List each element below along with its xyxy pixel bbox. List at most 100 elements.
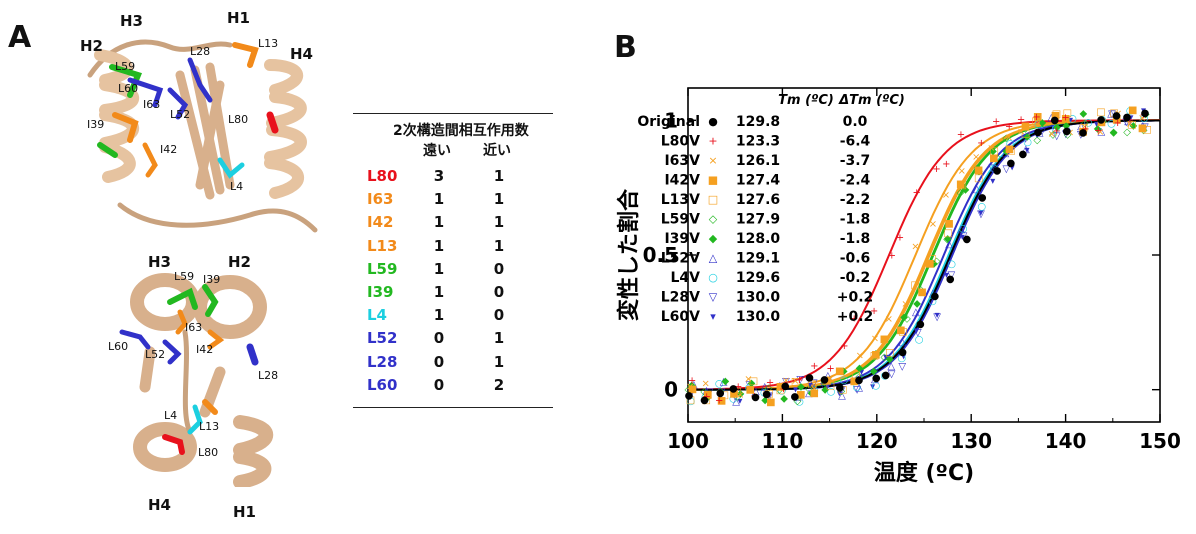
data-point: ◆ [900,312,908,323]
data-point: ◇ [685,385,693,396]
data-point: △ [945,239,953,250]
residue-label-i63-top: I63 [143,98,161,111]
data-point: ● [790,391,799,402]
data-point: ○ [881,370,890,381]
data-point: ● [1034,127,1043,138]
data-point: ■ [1112,115,1121,126]
data-point: ▾ [978,208,983,219]
data-point: ■ [1051,111,1060,122]
data-point: ■ [688,384,697,395]
legend-dtm: -2.2 [840,192,871,208]
data-point: × [1066,127,1074,138]
legend-name: L52V [661,251,700,267]
data-point: ◇ [956,188,964,199]
table-row-near: 1 [493,352,505,371]
y-tick-label: 0 [664,378,678,402]
data-point: ● [716,388,725,399]
helix-label-h4-top: H4 [290,45,313,63]
data-point: ◆ [1142,109,1150,120]
data-point: ■ [835,366,844,377]
data-point: ○ [810,385,819,396]
data-point: ◇ [700,386,708,397]
helix-h4-top [264,59,307,199]
data-point: △ [1139,120,1147,131]
data-point: ○ [1051,124,1060,135]
residue-l4-bottom [187,404,203,435]
data-point: × [686,381,694,392]
data-point: × [762,389,770,400]
legend-name: L59V [661,212,700,228]
data-point: × [901,299,909,310]
data-point: + [932,164,940,175]
data-point: ○ [745,382,754,393]
data-point: + [703,391,711,402]
data-point: ▾ [777,381,782,392]
data-point: × [987,143,995,154]
residue-l60-bottom [119,329,151,350]
data-point: ○ [852,382,861,393]
data-point: ● [978,193,987,204]
data-point: + [750,391,758,402]
data-point: ▽ [731,391,739,402]
data-point: □ [791,377,800,388]
data-point: ● [1097,114,1106,125]
legend-marker: ▽ [709,291,718,304]
table-bottom-rule [353,407,553,408]
residue-label-l13-bottom: L13 [199,420,220,433]
legend-tm: 127.9 [736,212,780,228]
data-point: ■ [1097,117,1106,128]
data-point: ▽ [1123,117,1131,128]
data-point: ◇ [1033,135,1041,146]
data-point: ▽ [765,391,773,402]
data-point: + [1114,118,1122,129]
table-row-far: 1 [433,283,445,301]
data-point: ● [1019,149,1028,160]
table-row-name: I42 [367,213,394,232]
legend-marker: ▾ [710,310,716,323]
data-point: ◆ [704,392,712,403]
protein-structure-top [87,39,318,233]
data-point: △ [761,381,769,392]
data-point: ▽ [988,163,996,174]
data-point: ○ [1126,105,1135,116]
table-row-far: 0 [433,352,445,371]
legend-header-dtm: ΔTm (ºC) [838,93,905,108]
data-point: ● [762,389,771,400]
data-point: ▾ [990,176,995,187]
legend-header-tm: Tm (ºC) [778,93,834,108]
data-point: ■ [880,334,889,345]
data-point: ▾ [793,385,798,396]
data-point: ◆ [1039,117,1047,128]
legend-marker: ● [708,115,718,128]
data-point: ◇ [993,152,1001,163]
data-point: ▽ [853,384,861,395]
data-point: □ [1096,107,1105,118]
data-point: ■ [1021,121,1030,132]
data-point: ▽ [888,369,896,380]
data-point: □ [990,146,999,157]
denaturation-chart: 100 110 120 130 140 150 0 0.5 1 温度 (ºC) 変性した割合 ▾ ▾ ▾ ▾… [616,87,1181,486]
data-point: + [992,116,1000,127]
data-point: □ [1109,108,1118,119]
table-row-near: 1 [493,167,505,185]
legend-name: L4V [671,270,701,286]
legend-marker: ■ [708,174,718,187]
data-point: ● [685,391,694,402]
data-point: ◆ [808,388,816,399]
legend-name: L60V [661,309,700,325]
residue-l60-top [127,77,164,108]
legend-marker: △ [709,252,718,265]
data-point: △ [838,390,846,401]
data-point: ◇ [1140,125,1148,136]
data-point: ◇ [1099,116,1107,127]
legend-tm: 130.0 [736,290,781,306]
data-point: □ [686,395,695,406]
data-point: □ [898,326,907,337]
data-point: × [736,390,744,401]
data-point: ● [781,381,790,392]
residue-green-top [97,142,118,158]
data-point: ■ [1138,123,1147,134]
data-point: × [1096,127,1104,138]
data-point: ● [1050,115,1059,126]
table-row-name: L52 [367,329,398,348]
